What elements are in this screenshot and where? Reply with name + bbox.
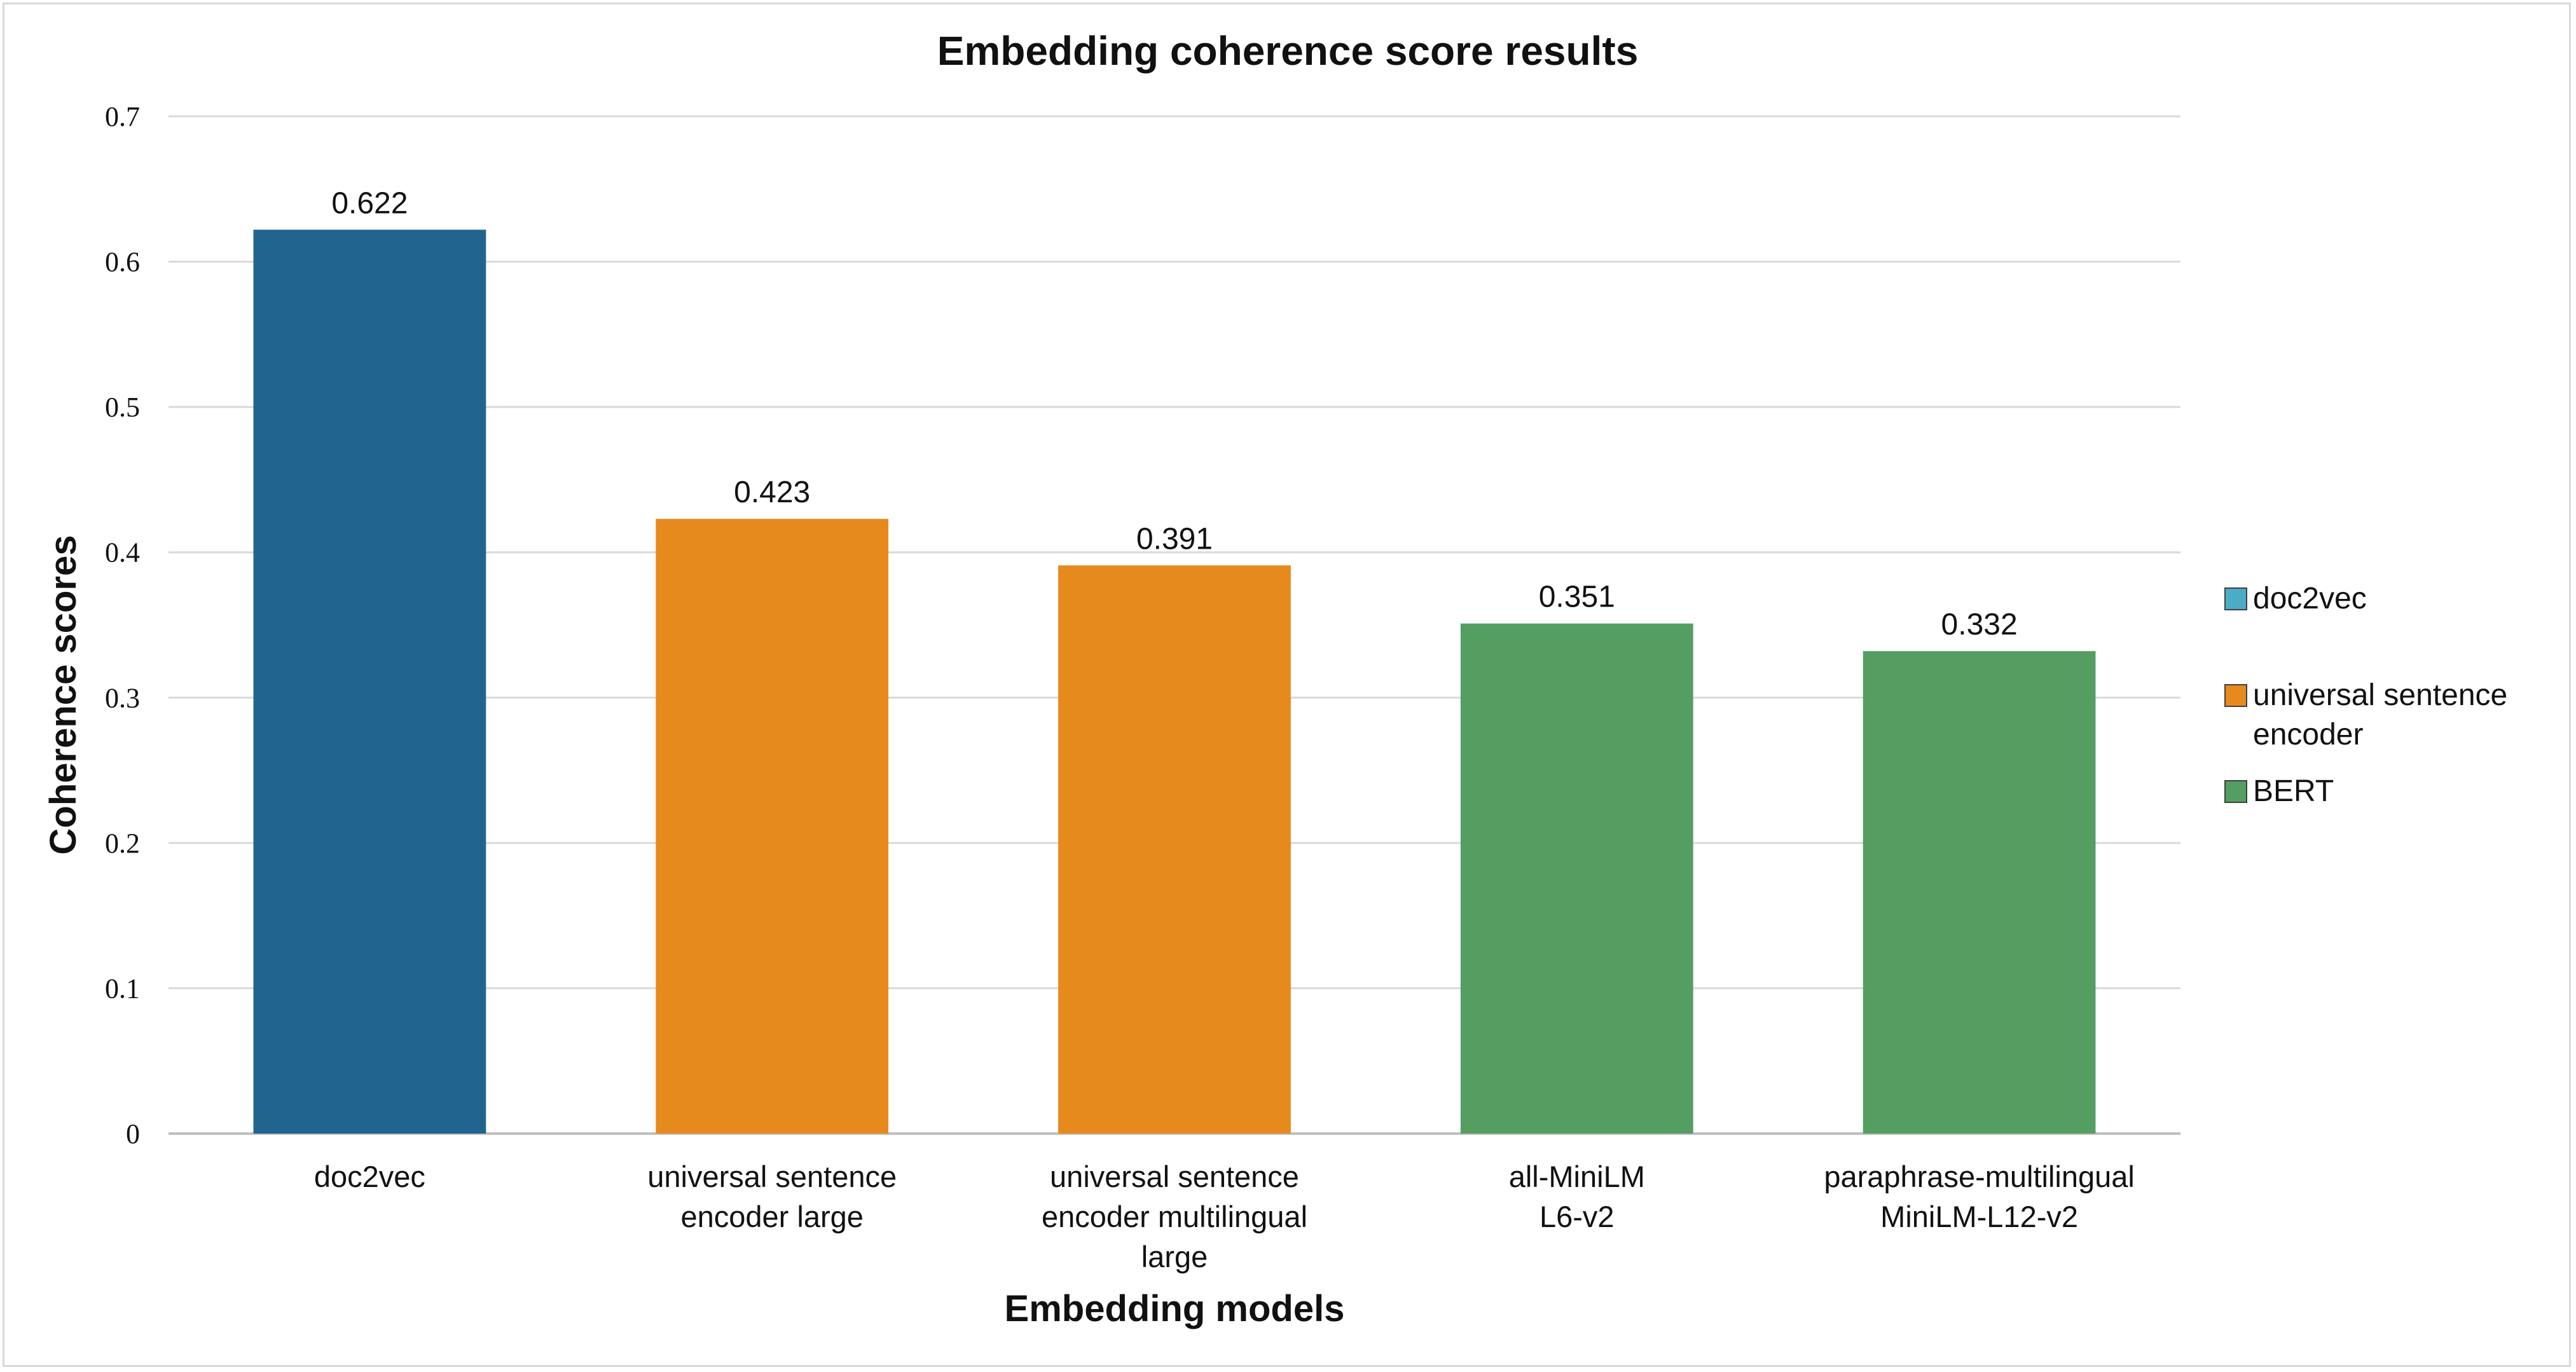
y-tick-label: 0.5: [105, 392, 140, 423]
category-label: paraphrase-multilingual MiniLM-L12-v2: [1824, 1160, 2135, 1233]
legend-label-line: doc2vec: [2253, 582, 2367, 615]
y-tick-label: 0.3: [105, 682, 140, 713]
data-label: 0.332: [1941, 608, 2018, 641]
category-label: universal sentence encoder multilingual la…: [1042, 1160, 1307, 1273]
x-axis-title: Embedding models: [1005, 1288, 1345, 1329]
y-tick-label: 0.7: [105, 101, 140, 132]
data-labels: 0.622 0.423 0.391 0.351 0.332: [331, 186, 2017, 641]
legend-entry: universal sentence encoder: [2253, 678, 2507, 751]
category-label: doc2vec: [314, 1160, 425, 1193]
data-label: 0.423: [734, 476, 810, 509]
bar: [656, 519, 889, 1134]
category-label-line: all-MiniLM: [1509, 1160, 1645, 1193]
category-label: all-MiniLM L6-v2: [1509, 1160, 1645, 1233]
y-tick-label: 0.2: [105, 828, 140, 859]
y-tick-label: 0.4: [105, 537, 140, 568]
category-label-line: L6-v2: [1539, 1200, 1615, 1233]
x-axis-category-labels: doc2vec universal sentence encoder largeun…: [314, 1160, 2135, 1273]
bar: [1863, 651, 2096, 1134]
data-label: 0.351: [1539, 580, 1615, 614]
category-label-line: paraphrase-multilingual: [1824, 1160, 2135, 1193]
category-label-line: universal sentence: [1050, 1160, 1299, 1193]
category-label-line: doc2vec: [314, 1160, 425, 1193]
legend-entry: BERT: [2253, 774, 2334, 808]
category-label-line: encoder large: [680, 1200, 863, 1233]
bar: [253, 230, 486, 1134]
legend-swatch: [2224, 684, 2247, 707]
bars: [253, 230, 2096, 1134]
category-label-line: encoder multilingual: [1042, 1200, 1307, 1233]
y-axis-title: Coherence scores: [43, 535, 84, 855]
legend-label-line: BERT: [2253, 774, 2334, 808]
y-tick-label: 0.1: [105, 973, 140, 1004]
data-label: 0.391: [1136, 522, 1213, 556]
bar: [1460, 623, 1693, 1134]
legend: doc2vec universal sentence encoder BERT: [2224, 582, 2507, 808]
data-label: 0.622: [331, 186, 408, 220]
category-label-line: MiniLM-L12-v2: [1880, 1200, 2078, 1233]
category-label-line: large: [1141, 1240, 1208, 1273]
category-label: universal sentence encoder large: [647, 1160, 897, 1233]
y-tick-label: 0.6: [105, 247, 140, 278]
chart-title: Embedding coherence score results: [937, 28, 1639, 74]
legend-label-line: encoder: [2253, 718, 2363, 751]
bar: [1058, 565, 1291, 1134]
gridlines: [169, 115, 2180, 1135]
y-axis-tick-labels: 0 0.1 0.2 0.3 0.4 0.5 0.6 0.7: [105, 101, 140, 1149]
legend-label-line: universal sentence: [2253, 678, 2507, 712]
legend-entry: doc2vec: [2253, 582, 2367, 615]
category-label-line: universal sentence: [647, 1160, 897, 1193]
legend-swatch: [2224, 587, 2247, 610]
legend-swatch: [2224, 780, 2247, 803]
y-tick-label: 0: [126, 1118, 140, 1149]
